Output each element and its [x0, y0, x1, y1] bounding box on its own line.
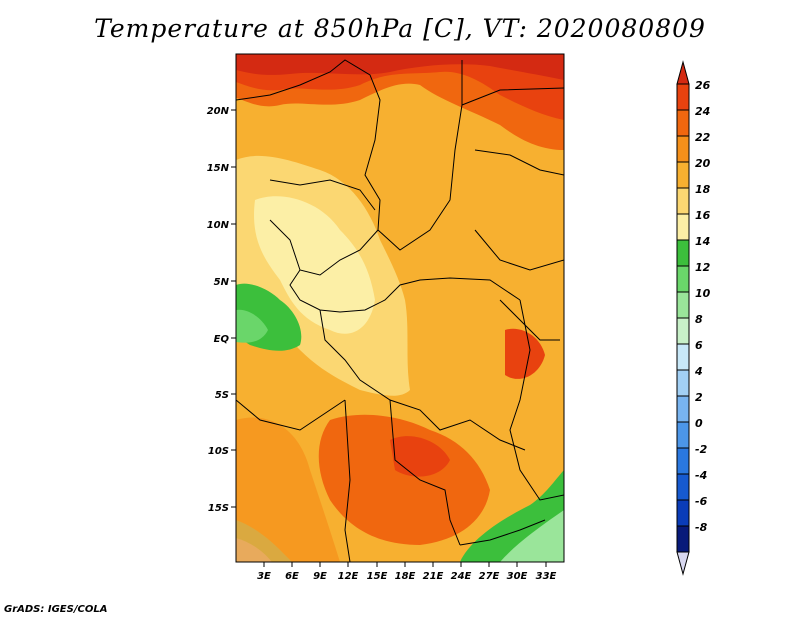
colorbar-segment — [676, 291, 690, 319]
lat-label: EQ — [214, 334, 230, 345]
colorbar-segment — [676, 187, 690, 215]
colorbar-segment — [676, 395, 690, 423]
colorbar-label: 24 — [695, 105, 710, 118]
colorbar-label: -2 — [695, 443, 708, 456]
colorbar-top-arrow — [676, 60, 690, 85]
lon-label: 33E — [536, 571, 557, 582]
map-title: Temperature at 850hPa [C], VT: 202008080… — [94, 14, 706, 43]
colorbar-segment — [676, 447, 690, 475]
colorbar-segment — [676, 109, 690, 137]
colorbar-label: -8 — [695, 521, 708, 534]
colorbar-label: 0 — [695, 417, 703, 430]
colorbar-label: 26 — [695, 79, 711, 92]
colorbar-label: 2 — [695, 391, 703, 404]
lat-label: 20N — [207, 106, 230, 117]
colorbar-segment — [676, 317, 690, 345]
colorbar-label: 12 — [695, 261, 711, 274]
colorbar-segment — [676, 239, 690, 267]
lat-label: 10S — [208, 446, 229, 457]
lon-label: 15E — [367, 571, 388, 582]
colorbar-segment — [676, 473, 690, 501]
colorbar-segment — [676, 499, 690, 527]
colorbar-label: -6 — [695, 495, 708, 508]
lon-label: 27E — [479, 571, 500, 582]
colorbar-label: 8 — [695, 313, 703, 326]
colorbar-segment — [676, 525, 690, 553]
colorbar-label: 16 — [695, 209, 711, 222]
colorbar-bottom-arrow — [676, 551, 690, 576]
colorbar-segment — [676, 265, 690, 293]
lon-label: 12E — [338, 571, 359, 582]
lon-label: 21E — [423, 571, 444, 582]
colorbar-label: 10 — [695, 287, 711, 300]
colorbar-segment — [676, 369, 690, 397]
colorbar — [676, 60, 690, 576]
colorbar-label: 14 — [695, 235, 710, 248]
lon-label: 9E — [313, 571, 327, 582]
colorbar-label: 22 — [695, 131, 711, 144]
lat-label: 15N — [207, 163, 230, 174]
colorbar-label: -4 — [695, 469, 707, 482]
colorbar-label: 18 — [695, 183, 711, 196]
colorbar-label: 4 — [694, 365, 703, 378]
colorbar-segment — [676, 421, 690, 449]
lat-label: 5S — [215, 390, 229, 401]
lon-label: 3E — [257, 571, 271, 582]
colorbar-segment — [676, 161, 690, 189]
temperature-field — [236, 54, 564, 562]
colorbar-segment — [676, 213, 690, 241]
colorbar-segment — [676, 343, 690, 371]
lat-label: 15S — [208, 503, 229, 514]
lat-label: 10N — [207, 220, 230, 231]
colorbar-segment — [676, 135, 690, 163]
lon-label: 18E — [395, 571, 416, 582]
colorbar-label: 20 — [695, 157, 711, 170]
grads-credit: GrADS: IGES/COLA — [4, 604, 108, 615]
lon-label: 30E — [507, 571, 528, 582]
colorbar-segment — [676, 83, 690, 111]
country-borders — [236, 59, 564, 562]
lon-label: 6E — [285, 571, 299, 582]
lon-label: 24E — [451, 571, 472, 582]
colorbar-label: 6 — [695, 339, 703, 352]
lat-label: 5N — [214, 277, 230, 288]
